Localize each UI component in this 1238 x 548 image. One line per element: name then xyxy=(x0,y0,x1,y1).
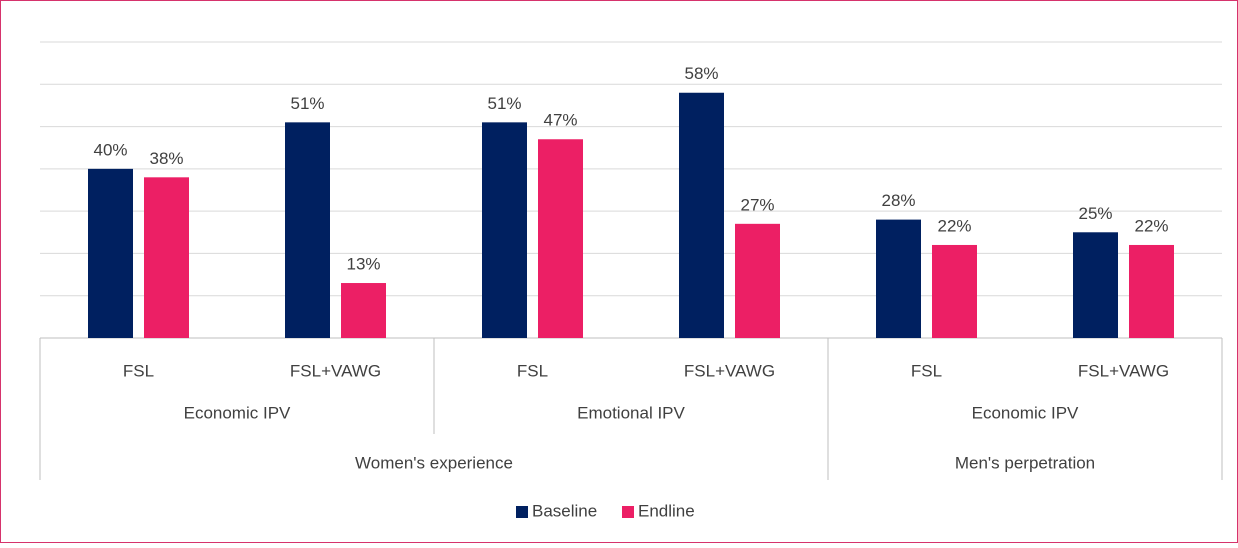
x-tick-label: FSL xyxy=(517,361,548,380)
legend-label: Baseline xyxy=(532,501,597,520)
x-tick-label: FSL xyxy=(911,361,942,380)
group-label: Economic IPV xyxy=(972,403,1079,422)
x-tick-label: FSL+VAWG xyxy=(684,361,775,380)
x-tick-label: FSL+VAWG xyxy=(290,361,381,380)
x-tick-label: FSL+VAWG xyxy=(1078,361,1169,380)
bar xyxy=(341,283,386,338)
data-label: 27% xyxy=(740,195,774,214)
legend-swatch xyxy=(622,506,634,518)
bar xyxy=(735,223,780,338)
bar xyxy=(482,122,527,338)
data-label: 51% xyxy=(290,94,324,113)
supergroup-label: Men's perpetration xyxy=(955,453,1095,472)
data-label: 22% xyxy=(937,216,971,235)
data-label: 38% xyxy=(149,149,183,168)
bar xyxy=(932,244,977,338)
supergroup-label: Women's experience xyxy=(355,453,513,472)
bar xyxy=(144,177,189,338)
bar xyxy=(679,92,724,338)
data-label: 22% xyxy=(1134,216,1168,235)
legend-swatch xyxy=(516,506,528,518)
data-label: 25% xyxy=(1078,204,1112,223)
bar xyxy=(876,219,921,338)
group-label: Emotional IPV xyxy=(577,403,685,422)
data-label: 28% xyxy=(881,191,915,210)
group-label: Economic IPV xyxy=(184,403,291,422)
bar xyxy=(88,168,133,338)
legend-label: Endline xyxy=(638,501,695,520)
data-label: 51% xyxy=(487,94,521,113)
bar xyxy=(285,122,330,338)
data-label: 13% xyxy=(346,255,380,274)
bar xyxy=(1073,232,1118,338)
data-label: 58% xyxy=(684,64,718,83)
bar xyxy=(1129,244,1174,338)
bar xyxy=(538,139,583,338)
data-label: 40% xyxy=(93,140,127,159)
data-label: 47% xyxy=(543,111,577,130)
x-tick-label: FSL xyxy=(123,361,154,380)
